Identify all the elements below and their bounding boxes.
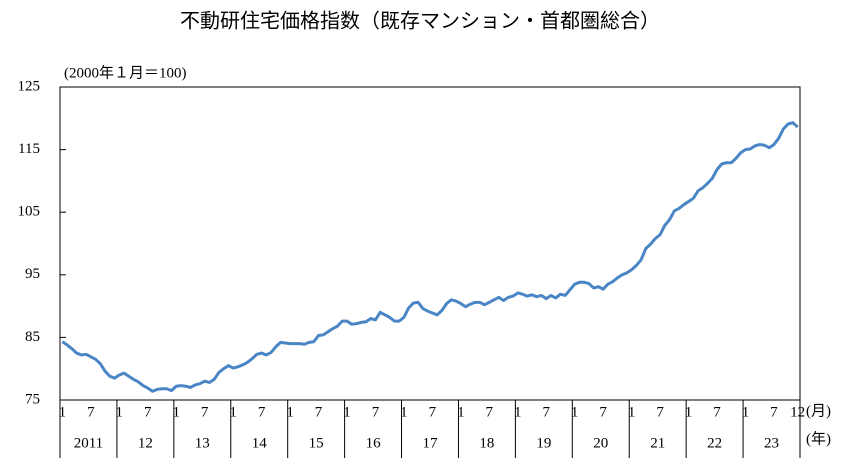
x-tick-label: 1	[400, 404, 408, 420]
x-tick-label: 1	[116, 404, 124, 420]
x-tick-label: 7	[486, 404, 494, 420]
x-tick-label: 7	[201, 404, 209, 420]
x-tick-label: 7	[713, 404, 721, 420]
x-tick-label: 7	[656, 404, 664, 420]
x-tick-label: 7	[258, 404, 266, 420]
year-label: 21	[650, 435, 665, 451]
year-label: 23	[764, 435, 779, 451]
y-tick-label: 95	[25, 266, 40, 282]
series-line	[61, 121, 799, 393]
x-tick-label: 1	[514, 404, 522, 420]
x-tick-label: 7	[429, 404, 437, 420]
year-label: 12	[138, 435, 153, 451]
chart-title: 不動研住宅価格指数（既存マンション・首都圏総合）	[180, 9, 660, 33]
x-tick-label: 1	[286, 404, 294, 420]
plot-frame	[59, 86, 801, 401]
year-label: 15	[309, 435, 324, 451]
x-tick-label: 1	[571, 404, 579, 420]
x-tick-label: 1	[742, 404, 750, 420]
x-tick-label: 1	[59, 404, 67, 420]
year-label: 19	[536, 435, 551, 451]
year-label: 18	[479, 435, 494, 451]
x-tick-label: 7	[87, 404, 95, 420]
year-label: 16	[366, 435, 382, 451]
x-tick-label: 7	[144, 404, 152, 420]
y-tick-label: 75	[25, 391, 40, 407]
y-tick-label: 125	[18, 78, 41, 94]
x-tick-label: 1	[229, 404, 237, 420]
chart-subtitle: (2000年１月＝100)	[64, 64, 187, 81]
x-tick-label: 1	[457, 404, 465, 420]
x-tick-label: 7	[599, 404, 607, 420]
x-tick-label: 1	[172, 404, 180, 420]
year-label: 2011	[74, 435, 103, 451]
year-label: 22	[707, 435, 722, 451]
y-tick-label: 105	[18, 204, 41, 220]
x-unit-month: (月)	[806, 403, 831, 419]
x-tick-label: 12	[790, 404, 805, 420]
x-tick-label: 1	[628, 404, 636, 420]
x-tick-label: 7	[372, 404, 380, 420]
x-tick-label: 7	[315, 404, 323, 420]
year-label: 13	[195, 435, 210, 451]
year-label: 14	[252, 435, 268, 451]
x-tick-label: 1	[343, 404, 351, 420]
year-label: 20	[593, 435, 608, 451]
x-tick-label: 1	[685, 404, 693, 420]
y-tick-label: 115	[18, 141, 40, 157]
x-tick-label: 7	[770, 404, 778, 420]
year-label: 17	[423, 435, 439, 451]
x-unit-year: (年)	[806, 430, 831, 447]
x-tick-label: 7	[542, 404, 550, 420]
y-tick-label: 85	[25, 329, 40, 345]
